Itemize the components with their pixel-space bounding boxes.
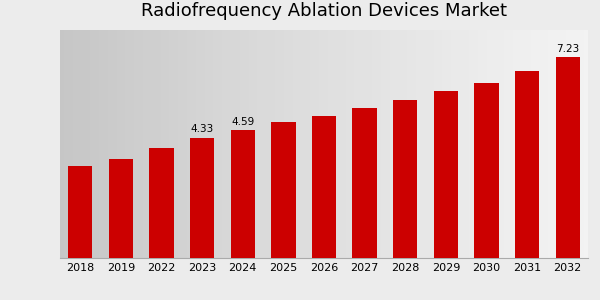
Text: 7.23: 7.23 <box>556 44 580 54</box>
Bar <box>393 100 418 258</box>
Bar <box>352 108 377 258</box>
Bar <box>434 91 458 258</box>
Bar <box>149 148 174 258</box>
Bar <box>556 57 580 258</box>
Bar <box>68 166 92 258</box>
Bar <box>271 122 296 258</box>
Bar <box>230 130 255 258</box>
Bar <box>474 83 499 258</box>
Text: 4.59: 4.59 <box>231 117 254 127</box>
Bar <box>312 116 336 258</box>
Bar <box>515 71 539 258</box>
Bar <box>109 159 133 258</box>
Bar <box>190 138 214 258</box>
Title: Radiofrequency Ablation Devices Market: Radiofrequency Ablation Devices Market <box>141 2 507 20</box>
Text: 4.33: 4.33 <box>191 124 214 134</box>
